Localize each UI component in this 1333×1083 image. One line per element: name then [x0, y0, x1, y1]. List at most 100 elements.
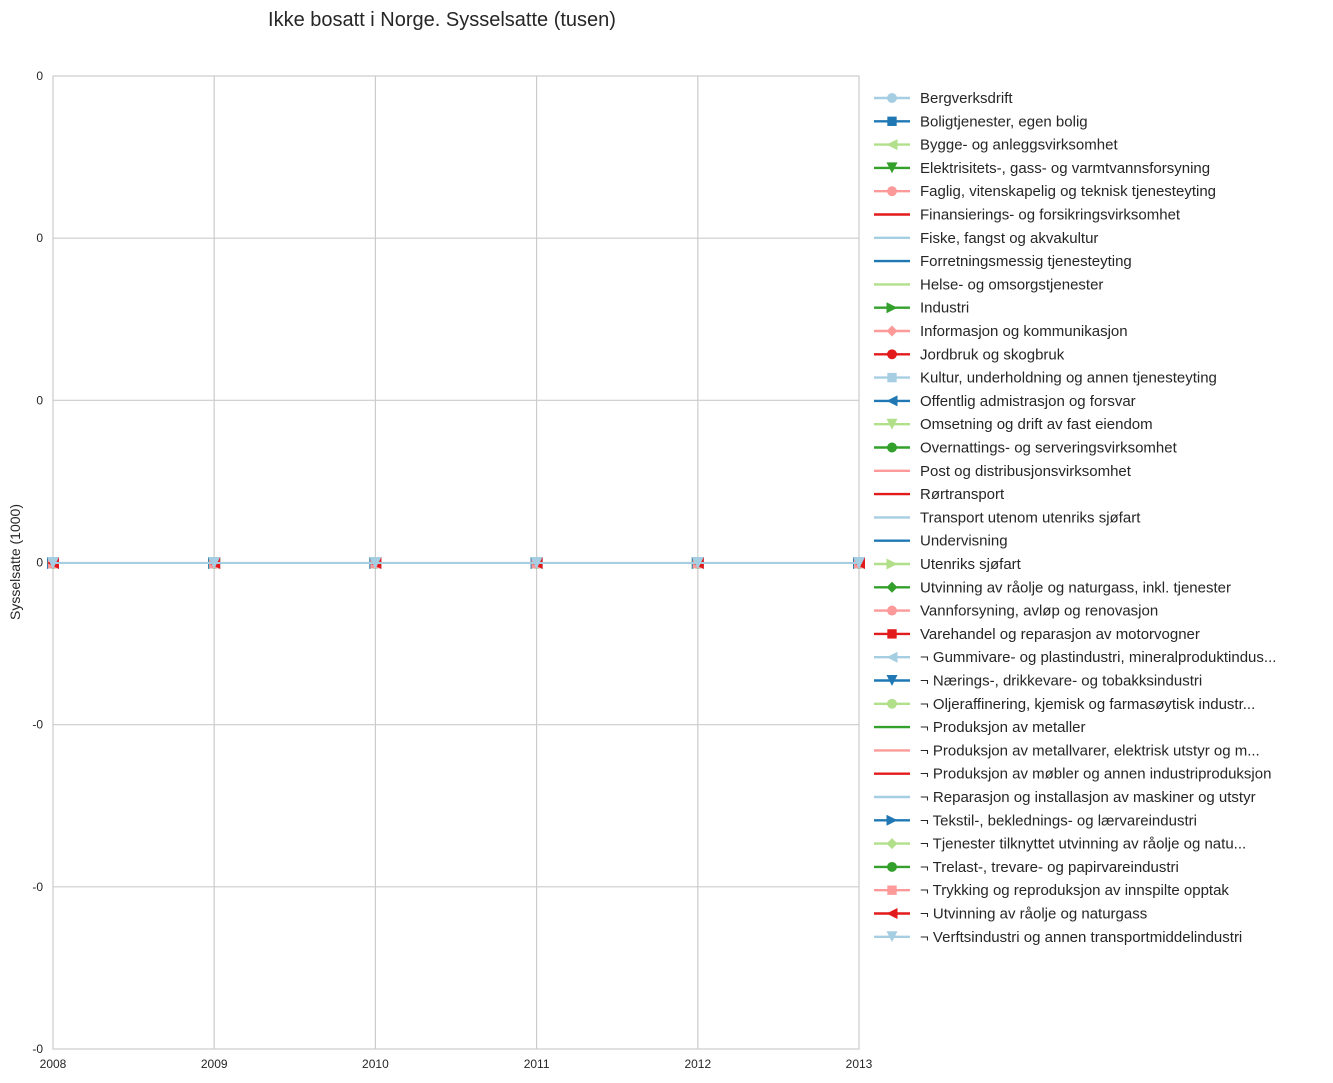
data-point-marker: [886, 418, 898, 430]
y-tick-label: -0: [32, 718, 43, 732]
legend-entry: Forretningsmessig tjenesteyting: [874, 253, 1132, 270]
legend-label: Bygge- og anleggsvirksomhet: [920, 137, 1118, 154]
legend-entry: Transport utenom utenriks sjøfart: [874, 509, 1141, 526]
data-point-marker: [369, 557, 382, 569]
legend-label: Faglig, vitenskapelig og teknisk tjenest…: [920, 183, 1216, 200]
data-point-marker: [886, 931, 898, 943]
data-point-marker: [886, 675, 898, 686]
legend-label: Forretningsmessig tjenesteyting: [920, 253, 1132, 270]
data-point-marker: [887, 861, 897, 872]
legend-label: ¬ Tekstil-, beklednings- og lærvareindus…: [920, 812, 1197, 829]
legend-entry: Undervisning: [874, 533, 1008, 550]
legend-label: Kultur, underholdning og annen tjenestey…: [920, 370, 1217, 387]
x-axis-ticks: 2008 2009 2010 2011 2012 2013: [40, 1057, 873, 1071]
legend-label: Rørtransport: [920, 486, 1005, 503]
data-point-marker: [886, 581, 898, 593]
data-point-marker: [886, 325, 898, 337]
data-point-marker: [886, 814, 898, 826]
legend-label: ¬ Produksjon av møbler og annen industri…: [920, 766, 1271, 783]
legend-label: ¬ Produksjon av metallvarer, elektrisk u…: [920, 742, 1260, 759]
legend-entry: Offentlig admistrasjon og forsvar: [874, 393, 1136, 410]
x-tick-label: 2013: [846, 1057, 873, 1071]
legend-entry: Rørtransport: [874, 486, 1005, 503]
legend-entry: Fiske, fangst og akvakultur: [874, 230, 1098, 247]
legend-entry: Kultur, underholdning og annen tjenestey…: [874, 370, 1217, 387]
y-tick-label: -0: [32, 1042, 43, 1056]
legend-entry: Elektrisitets-, gass- og varmtvannsforsy…: [874, 160, 1210, 177]
legend-label: Boligtjenester, egen bolig: [920, 113, 1088, 130]
legend-label: Undervisning: [920, 533, 1008, 550]
y-tick-label: 0: [36, 231, 43, 245]
legend-entry: ¬ Produksjon av møbler og annen industri…: [874, 766, 1271, 783]
series-line: [47, 557, 865, 569]
legend-label: Vannforsyning, avløp og renovasjon: [920, 603, 1158, 620]
legend-entry: ¬ Nærings-, drikkevare- og tobakksindust…: [874, 673, 1202, 690]
legend-entry: ¬ Tekstil-, beklednings- og lærvareindus…: [874, 812, 1197, 829]
legend-label: ¬ Oljeraffinering, kjemisk og farmasøyti…: [920, 696, 1255, 713]
data-point-marker: [530, 557, 543, 569]
data-point-marker: [887, 372, 897, 383]
legend-entry: Boligtjenester, egen bolig: [874, 113, 1088, 130]
y-tick-label: 0: [36, 556, 43, 570]
legend-label: Fiske, fangst og akvakultur: [920, 230, 1098, 247]
data-point-marker: [887, 629, 897, 639]
legend-entry: Jordbruk og skogbruk: [874, 346, 1065, 363]
x-tick-label: 2012: [684, 1057, 711, 1071]
x-tick-label: 2009: [201, 1057, 228, 1071]
data-point-marker: [887, 93, 897, 103]
data-point-marker: [887, 442, 897, 453]
legend-entry: ¬ Tjenester tilknyttet utvinning av råol…: [874, 836, 1246, 853]
data-point-marker: [886, 139, 898, 151]
legend-label: ¬ Trelast-, trevare- og papirvareindustr…: [920, 859, 1179, 876]
data-point-marker: [886, 302, 898, 314]
x-tick-label: 2011: [524, 1057, 550, 1071]
legend-label: Utenriks sjøfart: [920, 556, 1022, 573]
data-point-marker: [887, 116, 897, 126]
y-tick-label: -0: [32, 880, 43, 894]
legend-entry: Post og distribusjonsvirksomhet: [874, 463, 1132, 480]
legend-entry: ¬ Trykking og reproduksjon av innspilte …: [874, 882, 1229, 899]
data-point-marker: [208, 557, 221, 569]
data-point-marker: [886, 651, 898, 663]
legend-entry: Utvinning av råolje og naturgass, inkl. …: [874, 579, 1231, 596]
data-point-marker: [886, 838, 898, 850]
y-tick-label: 0: [36, 393, 43, 407]
legend-label: Elektrisitets-, gass- og varmtvannsforsy…: [920, 160, 1210, 177]
legend-label: Jordbruk og skogbruk: [920, 346, 1065, 363]
data-point-marker: [886, 395, 898, 407]
legend-label: Transport utenom utenriks sjøfart: [920, 509, 1141, 526]
legend-entry: Faglig, vitenskapelig og teknisk tjenest…: [874, 183, 1216, 200]
data-point-marker: [887, 885, 897, 895]
legend-entry: Utenriks sjøfart: [874, 556, 1022, 573]
legend-entry: ¬ Gummivare- og plastindustri, mineralpr…: [874, 649, 1276, 666]
legend-label: Offentlig admistrasjon og forsvar: [920, 393, 1136, 410]
data-point-marker: [887, 349, 897, 360]
legend: Bergverksdrift Boligtjenester, egen bolig…: [874, 90, 1276, 946]
legend-entry: ¬ Reparasjon og installasjon av maskiner…: [874, 789, 1256, 806]
data-point-marker: [47, 557, 59, 569]
legend-label: Industri: [920, 300, 969, 317]
legend-entry: Overnattings- og serveringsvirksomhet: [874, 440, 1178, 457]
y-tick-label: 0: [36, 69, 43, 83]
legend-entry: Vannforsyning, avløp og renovasjon: [874, 603, 1158, 620]
legend-label: ¬ Trykking og reproduksjon av innspilte …: [920, 882, 1229, 899]
data-point-marker: [886, 908, 898, 919]
legend-entry: ¬ Verftsindustri og annen transportmidde…: [874, 929, 1242, 946]
legend-label: Helse- og omsorgstjenester: [920, 276, 1103, 293]
legend-entry: Finansierings- og forsikringsvirksomhet: [874, 207, 1181, 224]
y-axis-ticks: 0 0 0 0 -0 -0 -0: [32, 69, 43, 1056]
legend-label: Informasjon og kommunikasjon: [920, 323, 1128, 340]
x-tick-label: 2008: [40, 1057, 67, 1071]
legend-entry: Bygge- og anleggsvirksomhet: [874, 137, 1118, 154]
legend-entry: Industri: [874, 300, 969, 317]
legend-entry: Helse- og omsorgstjenester: [874, 276, 1103, 293]
legend-label: ¬ Reparasjon og installasjon av maskiner…: [920, 789, 1256, 806]
legend-label: ¬ Utvinning av råolje og naturgass: [920, 906, 1147, 923]
legend-label: ¬ Gummivare- og plastindustri, mineralpr…: [920, 649, 1276, 666]
data-point-marker: [886, 558, 898, 570]
data-point-marker: [887, 605, 897, 616]
legend-entry: Varehandel og reparasjon av motorvogner: [874, 626, 1200, 643]
legend-label: Varehandel og reparasjon av motorvogner: [920, 626, 1200, 643]
legend-entry: ¬ Produksjon av metaller: [874, 719, 1086, 736]
